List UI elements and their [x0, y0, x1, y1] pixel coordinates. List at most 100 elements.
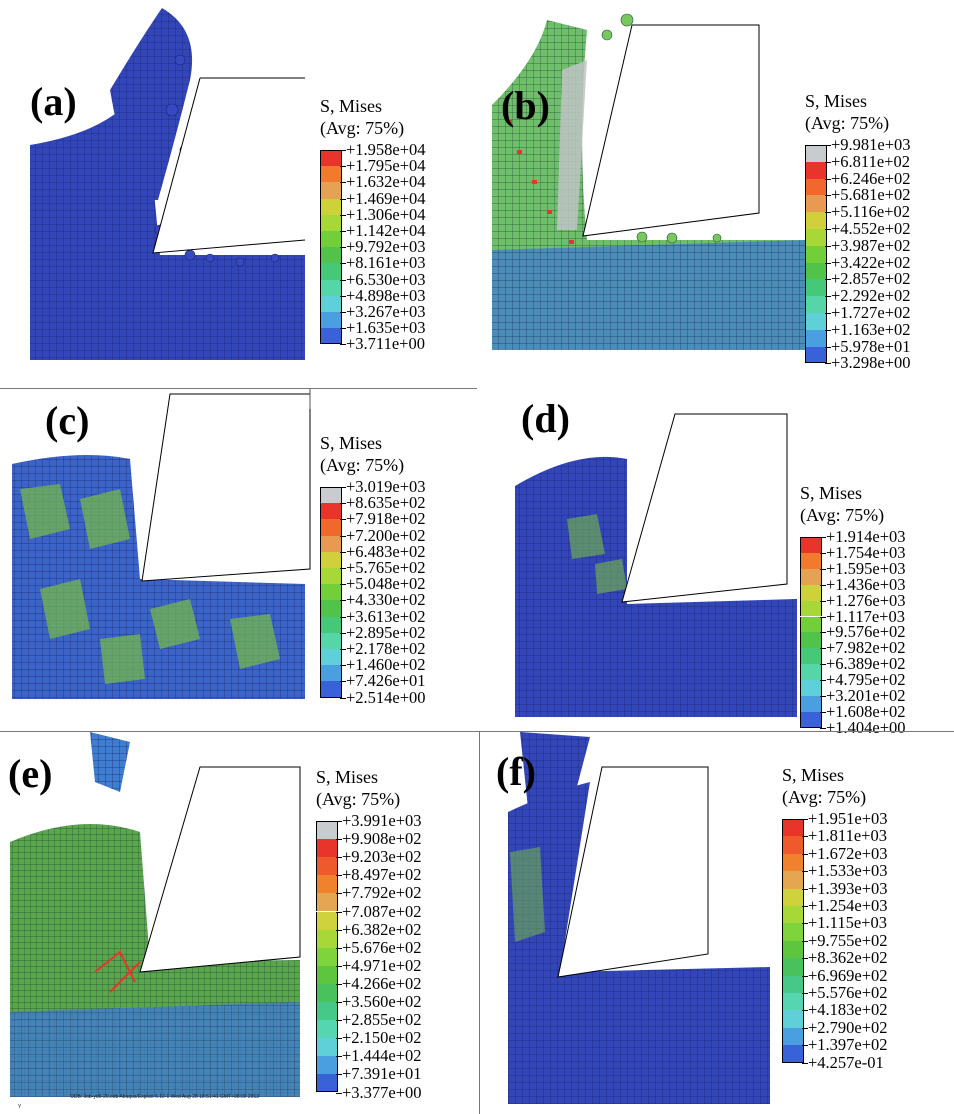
- legend-tick: [825, 363, 831, 365]
- legend-swatch: [320, 263, 342, 280]
- legend-swatch: [316, 821, 338, 840]
- legend-value: +1.727e+02: [831, 303, 911, 322]
- legend-value: +1.115e+03: [808, 913, 887, 933]
- legend-value: +5.116e+02: [831, 202, 910, 222]
- panel-f: (f) S, Mises (Avg: 75%) +1.951e+03 +1.811…: [480, 732, 954, 1114]
- legend-tick: [340, 535, 346, 537]
- legend-swatch: [782, 1010, 804, 1028]
- legend-swatch: [805, 313, 827, 330]
- legend-value: +2.855e+02: [342, 1010, 422, 1030]
- legend-tick: [802, 1062, 808, 1064]
- legend-value: +1.533e+03: [808, 861, 888, 881]
- legend-swatch: [320, 231, 342, 248]
- legend-tick: [340, 295, 346, 297]
- legend-swatch: [800, 664, 822, 681]
- legend-value: +7.918e+02: [346, 509, 426, 529]
- panel-e: (e) S, Mises (Avg: 75%) +3.991e+03 +9.908…: [0, 732, 479, 1114]
- legend-swatch: [805, 212, 827, 229]
- divider-horizontal-2: [0, 731, 954, 732]
- legend-value: +1.444e+02: [342, 1046, 422, 1066]
- legend-tick: [802, 1010, 808, 1012]
- legend-swatch: [800, 696, 822, 712]
- legend-value: +3.560e+02: [342, 992, 422, 1011]
- legend-value: +9.792e+03: [346, 237, 426, 257]
- legend-avg: (Avg: 75%): [320, 118, 405, 138]
- legend-swatch: [800, 632, 822, 649]
- legend-b: S, Mises (Avg: 75%) +9.981e+03 +6.811e+02…: [805, 90, 954, 371]
- legend-tick: [820, 616, 826, 618]
- legend-avg: (Avg: 75%): [782, 787, 867, 807]
- legend-tick: [336, 893, 342, 895]
- legend-scale: +9.981e+03 +6.811e+02 +6.246e+02 +5.681e+02…: [805, 136, 954, 371]
- legend-tick: [340, 166, 346, 168]
- legend-value: +4.266e+02: [342, 973, 422, 993]
- legend-swatch: [320, 681, 342, 698]
- legend-swatch: [805, 145, 827, 162]
- legend-tick: [802, 836, 808, 838]
- divider-horizontal-1: [0, 388, 477, 389]
- legend-value: +1.117e+03: [826, 606, 905, 626]
- legend-tick: [340, 568, 346, 569]
- axis-triad-label: Y: [18, 1104, 22, 1110]
- legend-swatch: [782, 906, 804, 924]
- legend-value: +6.382e+02: [342, 919, 422, 939]
- legend-swatch: [320, 295, 342, 312]
- legend-title: S, Mises: [320, 433, 383, 453]
- legend-value: +4.552e+02: [831, 219, 911, 238]
- legend-tick: [802, 1027, 808, 1029]
- legend-tick: [802, 871, 808, 873]
- legend-value: +1.951e+03: [808, 809, 888, 828]
- legend-tick: [825, 145, 831, 146]
- legend-tick: [340, 665, 346, 667]
- legend-swatch: [320, 247, 342, 264]
- legend-value: +8.497e+02: [342, 865, 422, 885]
- legend-tick: [802, 940, 808, 942]
- divider-vertical: [479, 731, 480, 1114]
- legend-swatch: [805, 229, 827, 246]
- legend-tick: [802, 958, 808, 960]
- legend-swatch: [782, 940, 804, 959]
- legend-avg: (Avg: 75%): [800, 505, 885, 525]
- legend-swatch: [316, 1056, 338, 1075]
- legend-value: +3.267e+03: [346, 302, 426, 321]
- legend-tick: [825, 212, 831, 214]
- legend-swatch: [782, 975, 804, 993]
- legend-swatch: [782, 993, 804, 1011]
- legend-tick: [802, 853, 808, 855]
- legend-value: +5.576e+02: [808, 983, 888, 1002]
- legend-swatch: [316, 911, 338, 930]
- legend-swatch: [800, 680, 822, 696]
- legend-title: S, Mises: [805, 91, 868, 111]
- legend-tick: [340, 182, 346, 184]
- legend-swatch: [316, 839, 338, 858]
- legend-swatch: [316, 947, 338, 966]
- legend-swatch: [800, 600, 822, 617]
- legend-tick: [802, 993, 808, 994]
- legend-value: +7.391e+01: [342, 1064, 422, 1084]
- legend-swatch: [320, 600, 342, 617]
- legend-swatch: [316, 983, 338, 1002]
- legend-tick: [802, 975, 808, 977]
- legend-tick: [340, 231, 346, 232]
- legend-tick: [336, 839, 342, 841]
- legend-tick: [802, 1045, 808, 1047]
- panel-c: (c) S, Mises (Avg: 75%) +3.019e+03 +8.635…: [0, 389, 477, 731]
- simulation-mesh-c: [12, 389, 311, 699]
- legend-tick: [825, 329, 831, 331]
- legend-tick: [340, 312, 346, 313]
- legend-tick: [340, 519, 346, 521]
- legend-tick: [820, 552, 826, 554]
- legend-swatch: [320, 487, 342, 504]
- legend-value: +8.635e+02: [346, 493, 426, 513]
- panel-label-a: (a): [30, 79, 77, 124]
- legend-swatch: [782, 958, 804, 976]
- legend-value: +3.987e+02: [831, 235, 911, 255]
- legend-value: +3.991e+03: [342, 811, 422, 830]
- legend-swatch: [800, 711, 822, 728]
- legend-tick: [802, 888, 808, 890]
- legend-tick: [336, 911, 342, 913]
- legend-value: +1.914e+03: [826, 527, 906, 546]
- legend-value: +3.201e+02: [826, 686, 906, 705]
- legend-tick: [336, 1056, 342, 1058]
- legend-swatch: [320, 665, 342, 682]
